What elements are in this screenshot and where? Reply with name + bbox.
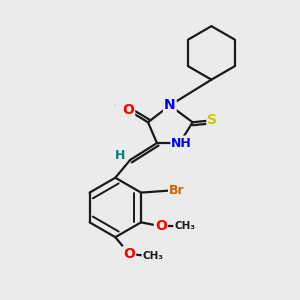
- Text: S: S: [207, 113, 218, 127]
- Text: CH₃: CH₃: [142, 251, 164, 261]
- Text: O: O: [155, 219, 167, 233]
- Text: NH: NH: [171, 136, 192, 150]
- Text: N: N: [164, 98, 176, 112]
- Text: O: O: [123, 247, 135, 261]
- Text: O: O: [122, 103, 134, 117]
- Text: Br: Br: [169, 184, 184, 197]
- Text: CH₃: CH₃: [174, 221, 195, 231]
- Text: H: H: [115, 149, 125, 162]
